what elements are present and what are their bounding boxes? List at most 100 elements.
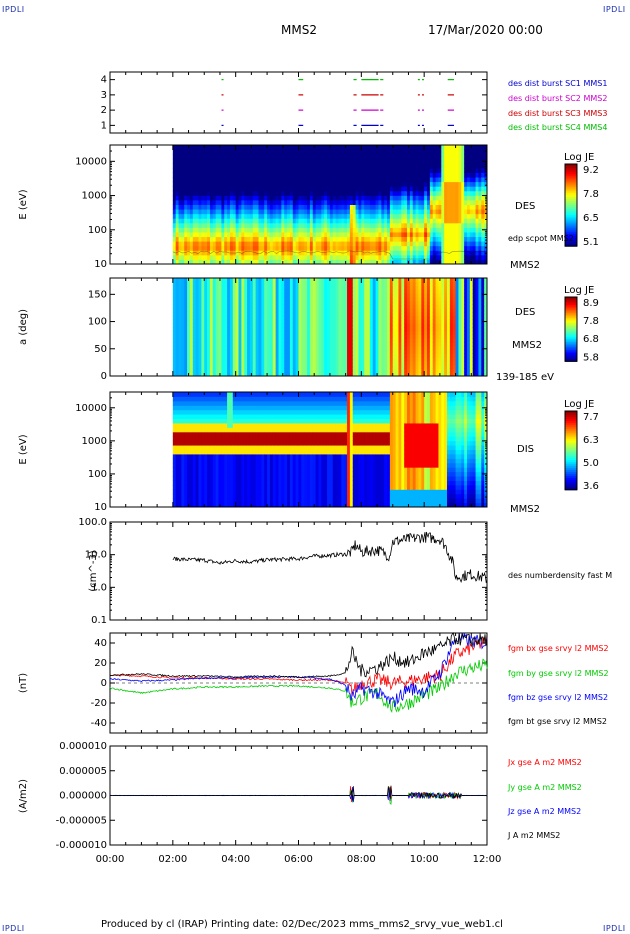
spectrogram-cell bbox=[364, 289, 368, 294]
spectrogram-cell bbox=[369, 327, 374, 332]
spectrogram-cell bbox=[438, 204, 442, 210]
spectrogram-cell bbox=[349, 227, 354, 233]
spectrogram-cell bbox=[369, 158, 374, 164]
spectrogram-cell bbox=[207, 213, 211, 219]
spectrogram-cell bbox=[329, 190, 334, 196]
spectrogram-cell bbox=[258, 345, 262, 351]
spectrogram-cell bbox=[295, 222, 299, 228]
spectrogram-cell bbox=[195, 199, 200, 205]
spectrogram-cell bbox=[267, 149, 271, 155]
spectrogram-cell bbox=[238, 236, 242, 242]
spectrogram-cell bbox=[278, 190, 282, 196]
spectrogram-cell bbox=[364, 300, 368, 305]
spectrogram-cell bbox=[284, 209, 288, 215]
spectrogram-cell bbox=[324, 186, 328, 192]
spectrogram-cell bbox=[281, 172, 285, 178]
spectrogram-cell bbox=[192, 177, 197, 183]
spectrogram-cell bbox=[441, 227, 445, 233]
spectrogram-cell bbox=[301, 289, 305, 294]
spectrogram-cell bbox=[455, 190, 459, 196]
spectrogram-cell bbox=[298, 209, 302, 215]
spectrogram-cell bbox=[252, 342, 257, 347]
spectrogram-cell bbox=[175, 167, 180, 173]
spectrogram-cell bbox=[338, 236, 342, 242]
spectrogram-cell bbox=[218, 342, 222, 347]
spectrogram-cell bbox=[281, 204, 285, 210]
spectrogram-cell bbox=[267, 296, 271, 302]
spectrogram-cell bbox=[284, 158, 288, 164]
spectrogram-cell bbox=[264, 222, 268, 228]
spectrogram-cell bbox=[449, 245, 454, 251]
spectrogram-cell bbox=[221, 149, 225, 155]
spectrogram-cell bbox=[181, 308, 185, 313]
spectrogram-cell bbox=[304, 315, 308, 320]
spectrogram-cell bbox=[421, 236, 425, 242]
spectrogram-cell bbox=[327, 304, 331, 309]
spectrogram-cell bbox=[295, 149, 299, 155]
spectrogram-cell bbox=[424, 181, 428, 187]
spectrogram-cell bbox=[241, 259, 245, 265]
spectrogram-cell bbox=[289, 149, 294, 155]
spectrogram-cell bbox=[278, 163, 282, 169]
spectrogram-cell bbox=[209, 345, 214, 351]
spectrogram-cell bbox=[387, 181, 391, 187]
spectrogram-cell bbox=[212, 236, 217, 242]
spectrogram-cell bbox=[238, 338, 242, 343]
spectrogram-cell bbox=[181, 186, 185, 192]
spectrogram-cell bbox=[181, 338, 185, 343]
spectrogram-cell bbox=[447, 149, 451, 155]
spectrogram-cell bbox=[249, 158, 254, 164]
spectrogram-cell bbox=[395, 218, 399, 224]
spectrogram-cell bbox=[227, 190, 231, 196]
spectrogram-cell bbox=[198, 315, 202, 320]
spectrogram-cell bbox=[321, 345, 325, 351]
spectrogram-cell bbox=[347, 323, 351, 328]
spectrogram-cell bbox=[287, 186, 291, 192]
spectrogram-cell bbox=[204, 190, 208, 196]
spectrogram-cell bbox=[175, 319, 180, 324]
spectrogram-cell bbox=[178, 231, 182, 238]
spectrogram-cell bbox=[301, 368, 305, 373]
spectrogram-cell bbox=[372, 218, 377, 224]
spectrogram-cell bbox=[329, 319, 334, 324]
spectrogram-cell bbox=[344, 349, 348, 354]
spectrogram-cell bbox=[407, 149, 411, 155]
spectrogram-cell bbox=[198, 149, 202, 155]
spectrogram-cell bbox=[207, 308, 211, 313]
spectrogram-cell bbox=[424, 190, 428, 196]
spectrogram-cell bbox=[289, 342, 294, 347]
spectrogram-cell bbox=[352, 364, 357, 369]
spectrogram-cell bbox=[292, 360, 297, 366]
spectrogram-cell bbox=[187, 338, 191, 343]
spectrogram-cell bbox=[187, 186, 191, 192]
spectrogram-cell bbox=[452, 195, 457, 201]
spectrogram-cell bbox=[327, 227, 331, 233]
spectrogram-cell bbox=[347, 245, 351, 251]
spectrogram-cell bbox=[201, 364, 205, 369]
spectrogram-cell bbox=[375, 319, 379, 324]
spectrogram-cell bbox=[221, 345, 225, 351]
spectrogram-cell bbox=[272, 327, 277, 332]
spectrogram-cell bbox=[392, 154, 397, 160]
spectrogram-cell bbox=[327, 289, 331, 294]
spectrogram-cell bbox=[272, 319, 277, 324]
spectrogram-cell bbox=[238, 372, 242, 377]
spectrogram-cell bbox=[249, 315, 254, 320]
spectrogram-cell bbox=[232, 236, 237, 242]
spectrogram-cell bbox=[227, 199, 231, 205]
spectrogram-cell bbox=[452, 231, 457, 238]
spectrogram-cell bbox=[178, 177, 182, 183]
spectrogram-cell bbox=[435, 236, 439, 242]
spectrogram-cell bbox=[347, 368, 351, 373]
spectrogram-cell bbox=[344, 227, 348, 233]
spectrogram-cell bbox=[298, 364, 302, 369]
spectrogram-cell bbox=[172, 311, 177, 317]
spectrogram-cell bbox=[424, 241, 428, 247]
spectrogram-cell bbox=[195, 190, 200, 196]
spectrogram-cell bbox=[367, 338, 371, 343]
spectrogram-cell bbox=[241, 285, 245, 290]
spectrogram-cell bbox=[229, 304, 234, 309]
spectrogram-cell bbox=[258, 241, 262, 247]
spectrogram-cell bbox=[229, 259, 234, 265]
spectrogram-cell bbox=[415, 172, 419, 178]
